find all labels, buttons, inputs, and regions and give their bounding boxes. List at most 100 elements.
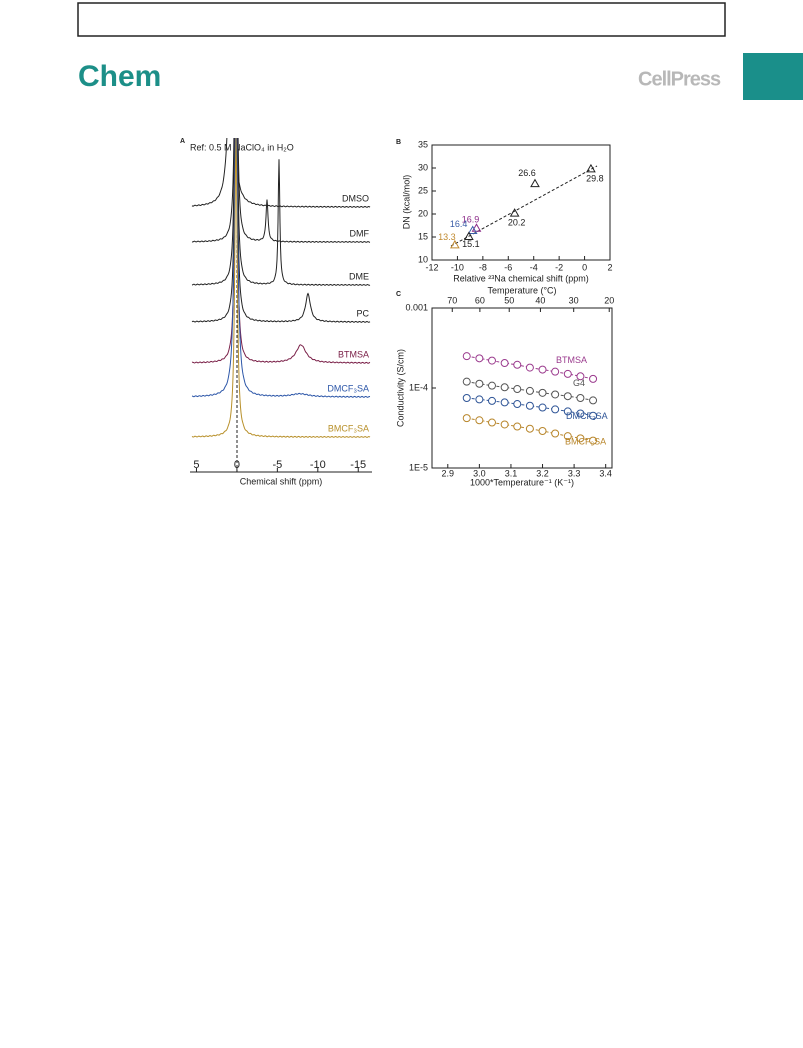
x-tick-label: -15 <box>350 459 366 471</box>
x-tick-label: 0 <box>582 262 587 272</box>
reference: Ref: 0.5 M NaClO₄ in H₂O <box>190 142 294 152</box>
spectra <box>191 138 371 438</box>
point <box>563 407 572 416</box>
point <box>525 401 534 410</box>
point <box>467 225 478 235</box>
point <box>589 374 598 383</box>
point <box>500 420 509 429</box>
series-line <box>466 397 594 417</box>
panel-label: B <box>396 139 401 146</box>
value-label: 13.3 <box>438 232 456 242</box>
point <box>513 400 522 409</box>
panel-label: C <box>396 291 401 298</box>
y-tick-label: 20 <box>418 208 428 218</box>
point <box>538 388 547 397</box>
point <box>464 231 474 241</box>
x-tick-label: -2 <box>555 262 563 272</box>
panel-label: A <box>180 138 185 145</box>
x-tick-label: -10 <box>451 262 464 272</box>
series-label: DMCF₃SA <box>566 411 608 421</box>
trace-label: BTMSA <box>338 349 369 359</box>
point <box>475 379 484 388</box>
x-axis-label: 1000*Temperature⁻¹ (K⁻¹) <box>470 477 574 487</box>
point <box>589 436 598 445</box>
point <box>563 432 572 441</box>
point <box>538 365 547 374</box>
y-tick-label: 1E-5 <box>409 462 428 472</box>
top-tick-label: 30 <box>569 295 579 305</box>
point <box>551 390 560 399</box>
point <box>509 208 520 217</box>
top-tick-label: 50 <box>504 295 514 305</box>
series-label: G4 <box>573 378 585 388</box>
header-box <box>77 2 726 37</box>
point <box>530 178 540 188</box>
spectrum <box>191 138 371 208</box>
point <box>551 405 560 414</box>
spectrum <box>191 138 371 364</box>
tab <box>743 53 803 100</box>
x-tick-label: -4 <box>530 262 538 272</box>
fit-line <box>450 165 598 247</box>
series-label: BMCF₃SA <box>565 436 606 446</box>
point <box>488 396 496 405</box>
top-tick-label: 70 <box>447 295 457 305</box>
series-line <box>466 417 594 442</box>
series-line <box>466 381 594 401</box>
y-tick-label: 15 <box>418 231 428 241</box>
spectrum <box>191 138 371 438</box>
point <box>589 396 598 405</box>
top-axis-label: Temperature (°C) <box>487 285 556 295</box>
point <box>576 372 585 381</box>
point <box>586 163 596 173</box>
point <box>462 377 471 386</box>
y-tick-label: 25 <box>418 185 428 195</box>
x-tick-label: 3.0 <box>473 468 486 478</box>
y-tick-label: 0.001 <box>405 302 428 312</box>
top-tick-label: 20 <box>604 295 614 305</box>
point <box>538 427 547 436</box>
y-tick-label: 1E-4 <box>409 382 428 392</box>
point <box>551 429 560 438</box>
x-tick-label: 2.9 <box>442 468 455 478</box>
point <box>488 381 496 390</box>
point <box>589 411 598 420</box>
spectrum <box>191 138 371 398</box>
x-tick-label: -12 <box>425 262 438 272</box>
value-label: 15.1 <box>462 239 480 249</box>
top-tick-label: 40 <box>535 295 545 305</box>
point <box>576 393 585 402</box>
value-label: 29.8 <box>586 173 604 183</box>
point <box>576 434 585 443</box>
plot-frame <box>431 144 611 261</box>
y-tick-label: 35 <box>418 139 428 149</box>
x-axis-label: Relative ²³Na chemical shift (ppm) <box>453 273 589 283</box>
value-label: 20.2 <box>508 217 526 227</box>
value-label: 26.6 <box>518 168 536 178</box>
spectrum <box>191 138 371 243</box>
point <box>513 360 522 369</box>
x-tick-label: 3.4 <box>599 468 612 478</box>
x-tick-label: -6 <box>504 262 512 272</box>
point <box>563 369 572 378</box>
x-tick-label: 3.3 <box>568 468 581 478</box>
trace-label: PC <box>356 308 369 318</box>
point <box>551 367 560 376</box>
y-tick-label: 30 <box>418 162 428 172</box>
x-axis-label: Chemical shift (ppm) <box>240 476 323 486</box>
point <box>513 422 522 431</box>
x-tick-label: -5 <box>272 459 282 471</box>
x-tick-label: 3.1 <box>505 468 518 478</box>
point <box>538 403 547 412</box>
x-tick-label: -10 <box>310 459 326 471</box>
point <box>500 398 509 407</box>
x-tick-label: 5 <box>193 459 199 471</box>
point <box>563 392 572 401</box>
y-axis-label: Conductivity (S/cm) <box>395 349 405 427</box>
x-tick-label: 0 <box>234 459 240 471</box>
point <box>488 418 496 427</box>
point <box>475 395 484 404</box>
point <box>525 363 534 372</box>
value-label: 16.9 <box>462 215 480 225</box>
point <box>500 383 509 392</box>
